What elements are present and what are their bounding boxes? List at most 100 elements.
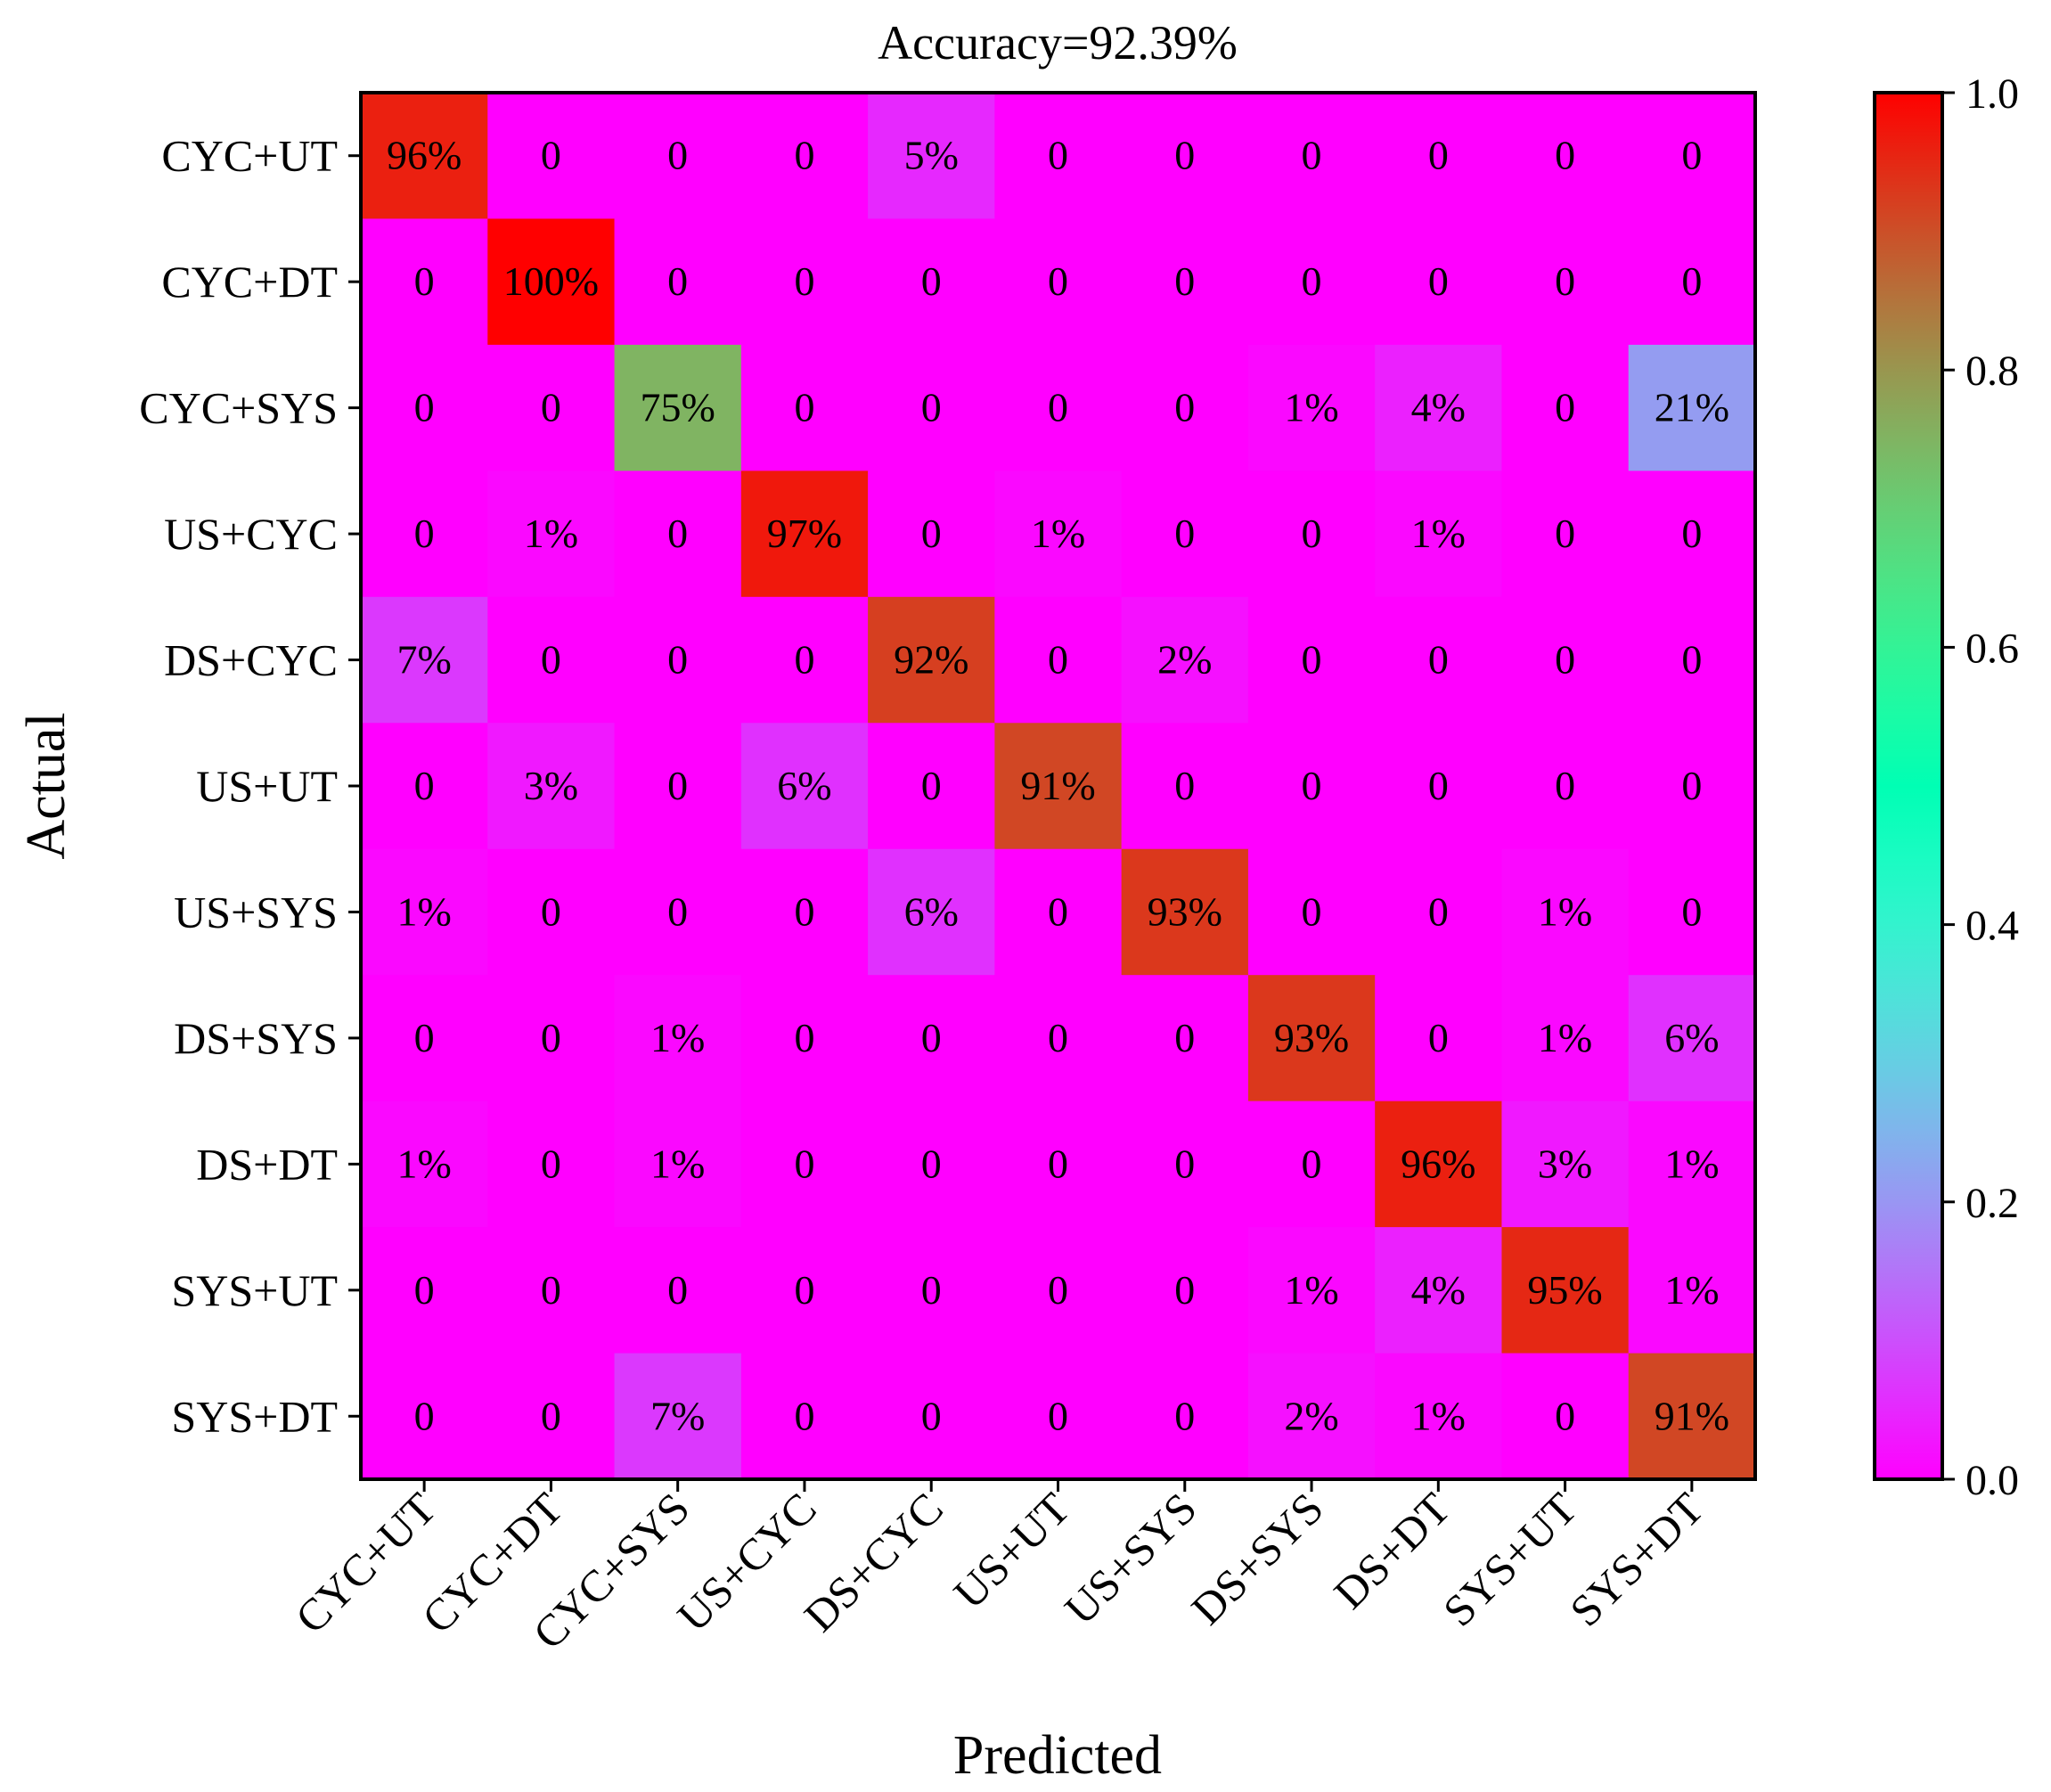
cell-value-label: 0 [1302,133,1322,178]
heatmap-cell [1247,1101,1376,1228]
x-tick-label: SYS+DT [1560,1483,1713,1636]
heatmap-cell [1121,218,1249,346]
heatmap-cell [1501,218,1630,346]
cell-value-label: 0 [667,258,688,304]
cell-value-label: 0 [1048,133,1068,178]
cell-value-label: 91% [1020,763,1095,808]
y-tick-label: SYS+DT [171,1391,338,1441]
heatmap-cell [1628,1353,1756,1480]
heatmap-cell [868,1227,995,1354]
cell-value-label: 0 [1048,888,1068,934]
heatmap-cell [1121,848,1249,976]
y-axis-ticks: CYC+UT CYC+DT CYC+SYS US+CYC DS+CYC US+UT US+S… [139,131,361,1441]
cell-value-label: 1% [1664,1267,1719,1313]
x-tick-label: SYS+UT [1434,1483,1587,1636]
heatmap-cell [1121,1227,1249,1354]
cell-value-label: 1% [1538,888,1592,934]
cell-value-label: 1% [650,1015,705,1060]
heatmap-cell [994,218,1123,346]
heatmap-cell [1121,1101,1249,1228]
heatmap-cell [614,723,742,850]
cell-value-label: 0 [414,258,435,304]
heatmap-cell [487,344,616,471]
chart-title: Accuracy=92.39% [878,16,1238,70]
colorbar-tick-label: 1.0 [1965,70,2019,118]
heatmap-cell [868,723,995,850]
cell-value-label: 0 [1681,637,1702,683]
y-tick-label: CYC+UT [161,131,338,181]
cell-value-label: 0 [1048,1267,1068,1313]
cell-value-label: 93% [1274,1015,1349,1060]
cell-value-label: 0 [1302,258,1322,304]
heatmap-cell [361,93,488,220]
heatmap-cell [487,848,616,976]
cell-value-label: 93% [1148,888,1222,934]
heatmap-cell [361,848,488,976]
colorbar-tick-label: 0.2 [1965,1180,2019,1227]
cell-value-label: 0 [667,511,688,556]
cell-value-label: 0 [1302,637,1322,683]
heatmap-cell [1375,93,1503,220]
x-tick-label: DS+SYS [1181,1483,1333,1634]
cell-value-label: 21% [1655,385,1729,430]
cell-value-label: 0 [414,511,435,556]
heatmap-cell [994,93,1123,220]
heatmap-cell [740,1353,869,1480]
cell-value-label: 1% [1284,1267,1338,1313]
heatmap-cell [1501,975,1630,1102]
heatmap-cell [487,1353,616,1480]
cell-value-label: 0 [921,1015,942,1060]
cell-value-label: 0 [1174,1267,1195,1313]
cell-value-label: 100% [503,258,599,304]
cell-value-label: 0 [794,385,814,430]
cell-value-label: 0 [1681,511,1702,556]
colorbar-tick-label: 0.4 [1965,903,2019,950]
heatmap-cell [740,723,869,850]
heatmap-cell [1501,1227,1630,1354]
cell-value-label: 0 [794,1267,814,1313]
cell-value-label: 0 [1302,763,1322,808]
cell-value-label: 0 [921,1393,942,1438]
heatmap-cell [868,1101,995,1228]
heatmap-cell [361,975,488,1102]
cell-value-label: 0 [794,1141,814,1186]
heatmap-cell [1121,471,1249,598]
cell-value-label: 1% [1031,511,1085,556]
cell-value-label: 6% [1664,1015,1719,1060]
heatmap-cell [361,218,488,346]
heatmap-cell [868,848,995,976]
heatmap-cell [1121,93,1249,220]
heatmap-cell [1628,848,1756,976]
heatmap-cell [1501,93,1630,220]
cell-value-label: 0 [1681,888,1702,934]
cell-value-label: 0 [1174,763,1195,808]
cell-value-label: 0 [541,1267,561,1313]
heatmap-cell [740,1227,869,1354]
cell-value-label: 6% [777,763,831,808]
cell-value-label: 0 [1555,763,1575,808]
heatmap-cell [868,344,995,471]
cell-value-label: 0 [667,133,688,178]
cell-value-label: 96% [387,133,462,178]
heatmap-cell [1375,218,1503,346]
heatmap-cell [1501,1353,1630,1480]
cell-value-label: 0 [541,1141,561,1186]
heatmap-cell [1375,975,1503,1102]
cell-value-label: 0 [1174,1015,1195,1060]
heatmap-cell [994,723,1123,850]
cell-value-label: 0 [541,888,561,934]
y-tick-label: CYC+SYS [139,383,338,433]
heatmap-cell [1375,1353,1503,1480]
cell-value-label: 0 [414,1015,435,1060]
heatmap-cell [868,471,995,598]
heatmap-cell [994,975,1123,1102]
cell-value-label: 0 [667,1267,688,1313]
cell-value-label: 0 [414,1267,435,1313]
x-tick-label: US+CYC [667,1483,825,1641]
cell-value-label: 0 [541,1015,561,1060]
cell-value-label: 0 [1174,511,1195,556]
heatmap-cell [1375,471,1503,598]
heatmap-cell [868,218,995,346]
cell-value-label: 0 [1048,1141,1068,1186]
heatmap-cell [1121,344,1249,471]
